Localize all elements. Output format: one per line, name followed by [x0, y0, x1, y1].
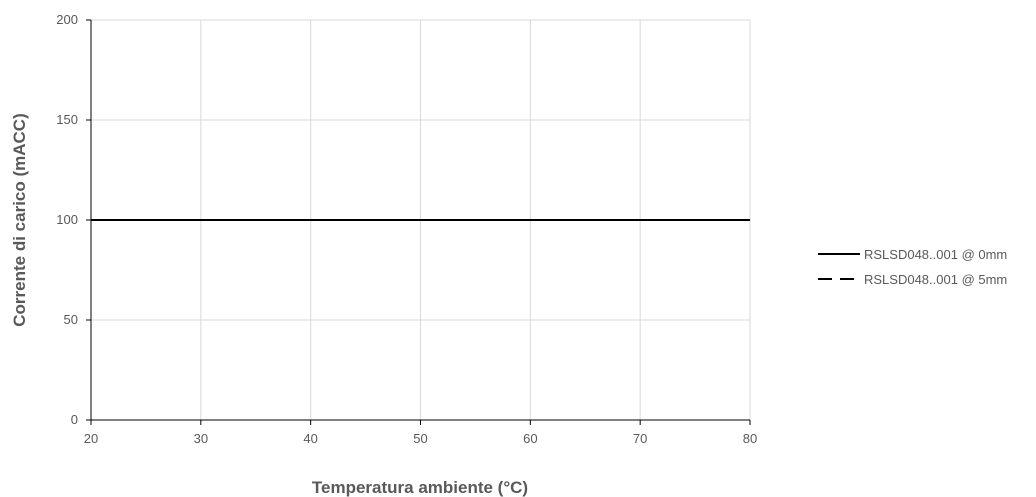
- y-tick-label: 150: [56, 112, 78, 127]
- x-tick-label: 40: [303, 431, 317, 446]
- x-tick-label: 50: [413, 431, 427, 446]
- x-axis-title: Temperatura ambiente (°C): [312, 478, 528, 497]
- y-tick-label: 200: [56, 12, 78, 27]
- legend: RSLSD048..001 @ 0mm RSLSD048..001 @ 5mm: [818, 247, 1007, 287]
- legend-label-0: RSLSD048..001 @ 0mm: [864, 247, 1007, 262]
- x-tick-label: 70: [633, 431, 647, 446]
- y-tick-label: 100: [56, 212, 78, 227]
- y-tick-label: 50: [64, 312, 78, 327]
- x-tick-label: 30: [194, 431, 208, 446]
- x-tick-label: 80: [743, 431, 757, 446]
- y-tick-label: 0: [71, 412, 78, 427]
- grid: [86, 19, 751, 425]
- tick-labels: 20 30 40 50 60 70 80 0 50 100 150 200: [56, 12, 757, 446]
- legend-label-1: RSLSD048..001 @ 5mm: [864, 272, 1007, 287]
- x-tick-label: 20: [84, 431, 98, 446]
- y-axis-title: Corrente di carico (mACC): [10, 113, 29, 326]
- x-tick-label: 60: [523, 431, 537, 446]
